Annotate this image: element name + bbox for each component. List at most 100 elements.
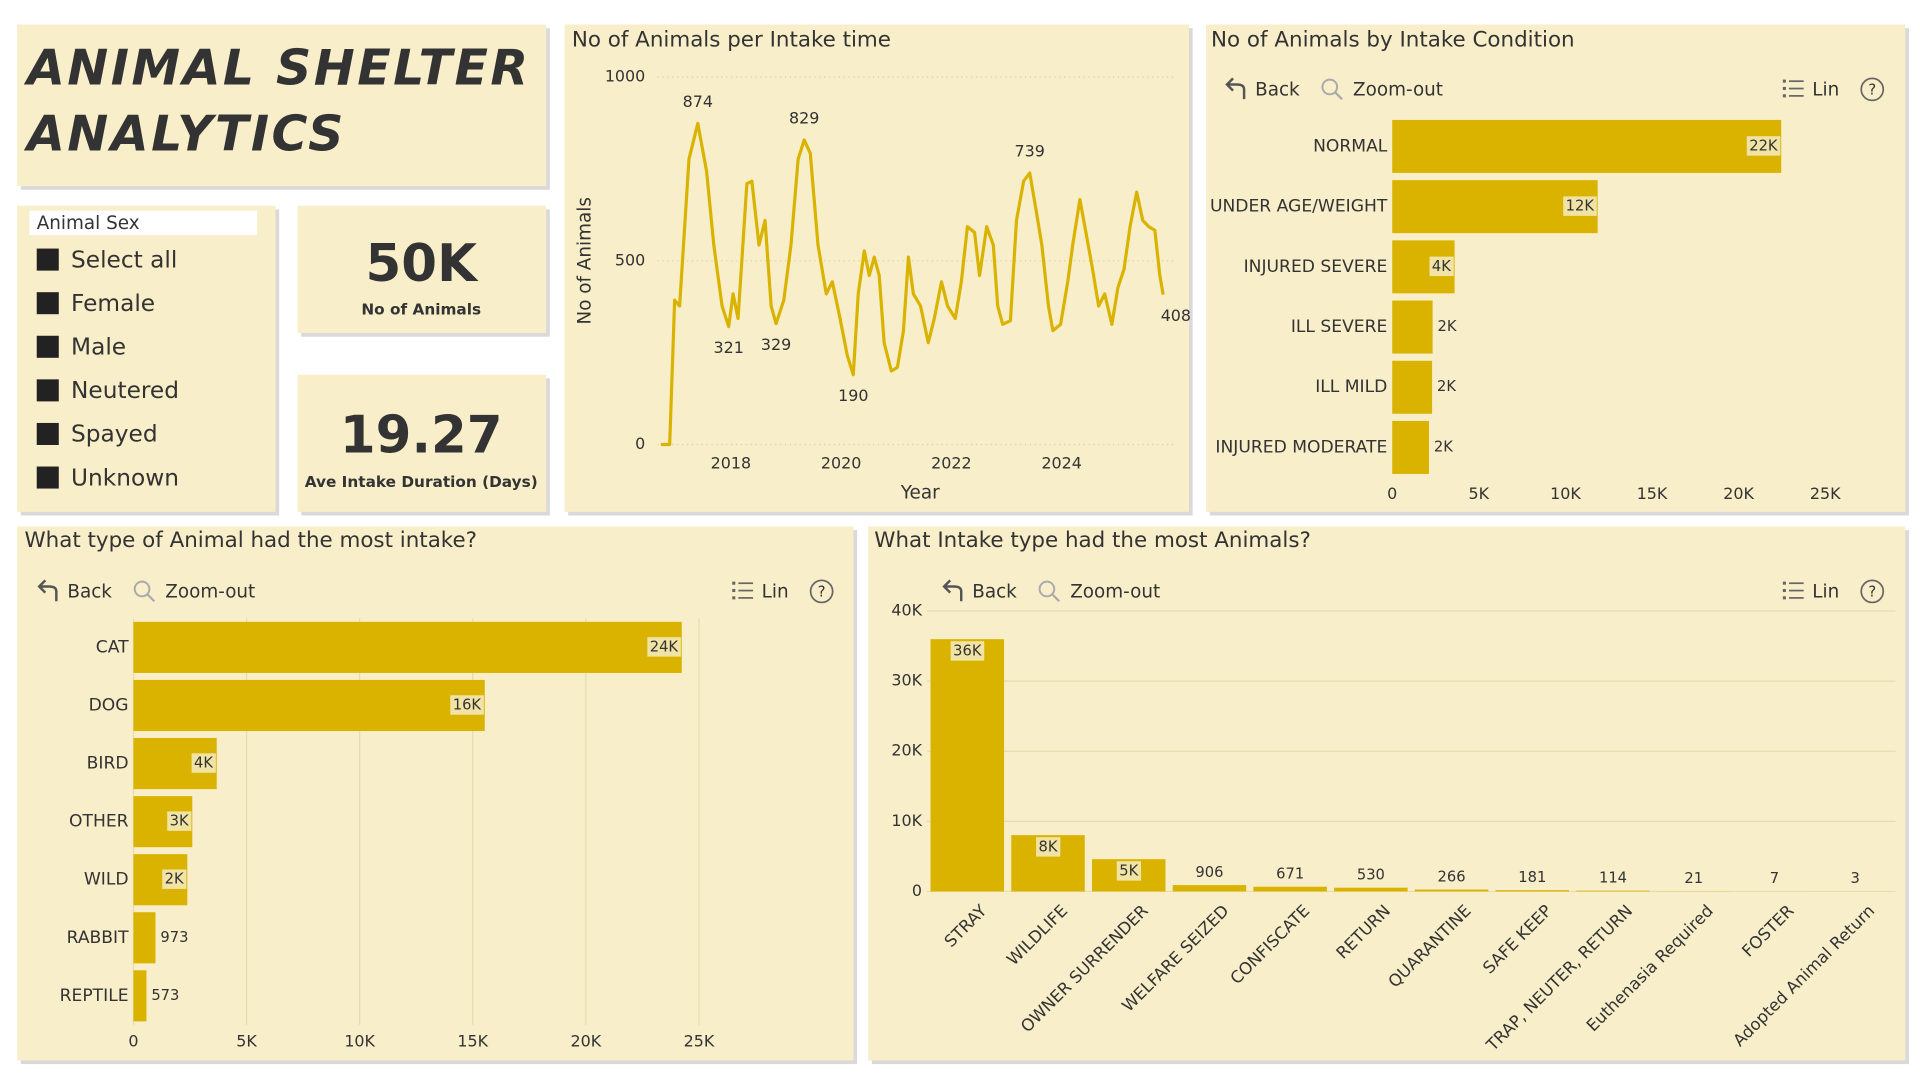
- dashboard-title: ANALYTICS: [23, 106, 346, 163]
- zoom-out-button[interactable]: Zoom-out: [165, 582, 255, 603]
- value-label: 3K: [170, 813, 189, 830]
- legend-button[interactable]: Lin: [762, 582, 789, 603]
- legend-icon[interactable]: [1782, 86, 1786, 90]
- line-series: [660, 121, 1165, 447]
- back-icon[interactable]: [1225, 77, 1246, 100]
- bar: [1392, 360, 1433, 414]
- bar: [1334, 887, 1408, 892]
- checkbox[interactable]: [36, 422, 59, 445]
- slicer-item[interactable]: Select all: [71, 246, 177, 273]
- kpi-label: Ave Intake Duration (Days): [305, 473, 538, 491]
- help-icon[interactable]: [809, 579, 834, 604]
- zoom-icon[interactable]: [146, 593, 156, 603]
- legend-button[interactable]: Lin: [1812, 80, 1839, 101]
- zoom-icon[interactable]: [1333, 91, 1343, 100]
- value-label-box: [167, 811, 192, 831]
- zoom-out-button[interactable]: Zoom-out: [1070, 582, 1160, 603]
- value-label: 530: [1357, 866, 1385, 883]
- x-axis-title: Year: [900, 482, 940, 503]
- legend-icon[interactable]: [1782, 588, 1786, 593]
- category-label: UNDER AGE/WEIGHT: [1210, 197, 1388, 217]
- panels: [17, 24, 1909, 1065]
- legend-button[interactable]: Lin: [1812, 582, 1839, 603]
- slicer-item[interactable]: Unknown: [71, 464, 179, 491]
- bar: [133, 679, 485, 732]
- slicer-item[interactable]: Spayed: [71, 421, 158, 448]
- value-label: 22K: [1749, 137, 1778, 154]
- value-label: 21: [1684, 870, 1703, 887]
- legend-icon[interactable]: [1782, 79, 1786, 83]
- data-label: 874: [683, 92, 713, 111]
- legend-icon[interactable]: [1782, 94, 1786, 98]
- zoom-icon[interactable]: [1051, 593, 1060, 603]
- value-label: 16K: [453, 696, 482, 713]
- value-label: 12K: [1566, 198, 1595, 215]
- x-tick-label: 2018: [711, 454, 751, 473]
- y-tick-label: 0: [635, 434, 645, 453]
- legend-icon[interactable]: [1782, 596, 1786, 600]
- legend-icon[interactable]: [1782, 581, 1786, 585]
- value-label-box: [647, 637, 681, 657]
- zoom-icon[interactable]: [1038, 580, 1056, 598]
- legend-icon[interactable]: [732, 581, 736, 585]
- help-icon[interactable]: [1860, 77, 1885, 102]
- back-button[interactable]: Back: [67, 582, 112, 603]
- checkbox[interactable]: [36, 466, 59, 489]
- category-label: ILL SEVERE: [1291, 317, 1388, 337]
- y-tick-label: 1000: [605, 67, 645, 86]
- chart-title: No of Animals per Intake time: [572, 27, 891, 52]
- back-icon[interactable]: [37, 579, 58, 602]
- category-label: INJURED SEVERE: [1244, 257, 1388, 277]
- value-label-box: [1429, 256, 1454, 277]
- chart-title: What Intake type had the most Animals?: [874, 528, 1311, 553]
- category-label: REPTILE: [60, 986, 129, 1006]
- zoom-out-button[interactable]: Zoom-out: [1353, 80, 1443, 101]
- slicer-item[interactable]: Female: [71, 290, 155, 317]
- bar: [1172, 885, 1247, 892]
- x-tick-label: 2022: [931, 454, 971, 473]
- zoom-icon[interactable]: [133, 580, 151, 598]
- value-label-box: [1563, 196, 1597, 216]
- legend-icon[interactable]: [732, 588, 736, 593]
- data-label: 329: [761, 335, 791, 354]
- value-label: 4K: [1432, 258, 1451, 275]
- animal-type-panel: [17, 526, 854, 1061]
- slicer-item[interactable]: Male: [71, 334, 126, 361]
- category-label: INJURED MODERATE: [1215, 437, 1387, 457]
- bar: [1495, 890, 1570, 892]
- x-tick-label: 2024: [1041, 454, 1081, 473]
- x-tick-label: 25K: [684, 1032, 715, 1051]
- y-tick-label: 40K: [891, 601, 922, 620]
- value-label-box: [950, 641, 985, 661]
- help-icon-mark[interactable]: ?: [1868, 584, 1876, 601]
- x-tick-label: 0: [1387, 484, 1397, 503]
- checkbox[interactable]: [36, 292, 59, 315]
- value-label: 5K: [1119, 862, 1138, 879]
- slicer-header-bg: [29, 210, 258, 236]
- back-button[interactable]: Back: [1255, 80, 1300, 101]
- slicer-item[interactable]: Neutered: [71, 377, 179, 404]
- y-tick-label: 10K: [891, 811, 922, 830]
- checkbox[interactable]: [36, 248, 59, 271]
- value-label-box: [1116, 861, 1142, 881]
- help-icon-mark[interactable]: ?: [818, 584, 826, 601]
- value-label: 973: [160, 929, 188, 946]
- bar: [133, 621, 682, 673]
- value-label: 906: [1195, 864, 1223, 881]
- value-label: 2K: [1437, 318, 1456, 335]
- legend-icon[interactable]: [732, 596, 736, 600]
- checkbox[interactable]: [36, 379, 59, 402]
- back-icon[interactable]: [942, 579, 963, 602]
- bar: [1414, 889, 1489, 892]
- help-icon-mark[interactable]: ?: [1868, 82, 1876, 99]
- intake-type-panel: [868, 526, 1906, 1061]
- bar: [1253, 886, 1327, 892]
- x-tick-label: 5K: [236, 1032, 257, 1051]
- value-label: 8K: [1039, 838, 1058, 855]
- zoom-icon[interactable]: [1321, 78, 1339, 96]
- back-button[interactable]: Back: [972, 582, 1017, 603]
- value-label: 181: [1518, 869, 1546, 886]
- checkbox[interactable]: [36, 335, 59, 358]
- help-icon[interactable]: [1860, 579, 1885, 604]
- x-tick-label: 20K: [571, 1032, 602, 1051]
